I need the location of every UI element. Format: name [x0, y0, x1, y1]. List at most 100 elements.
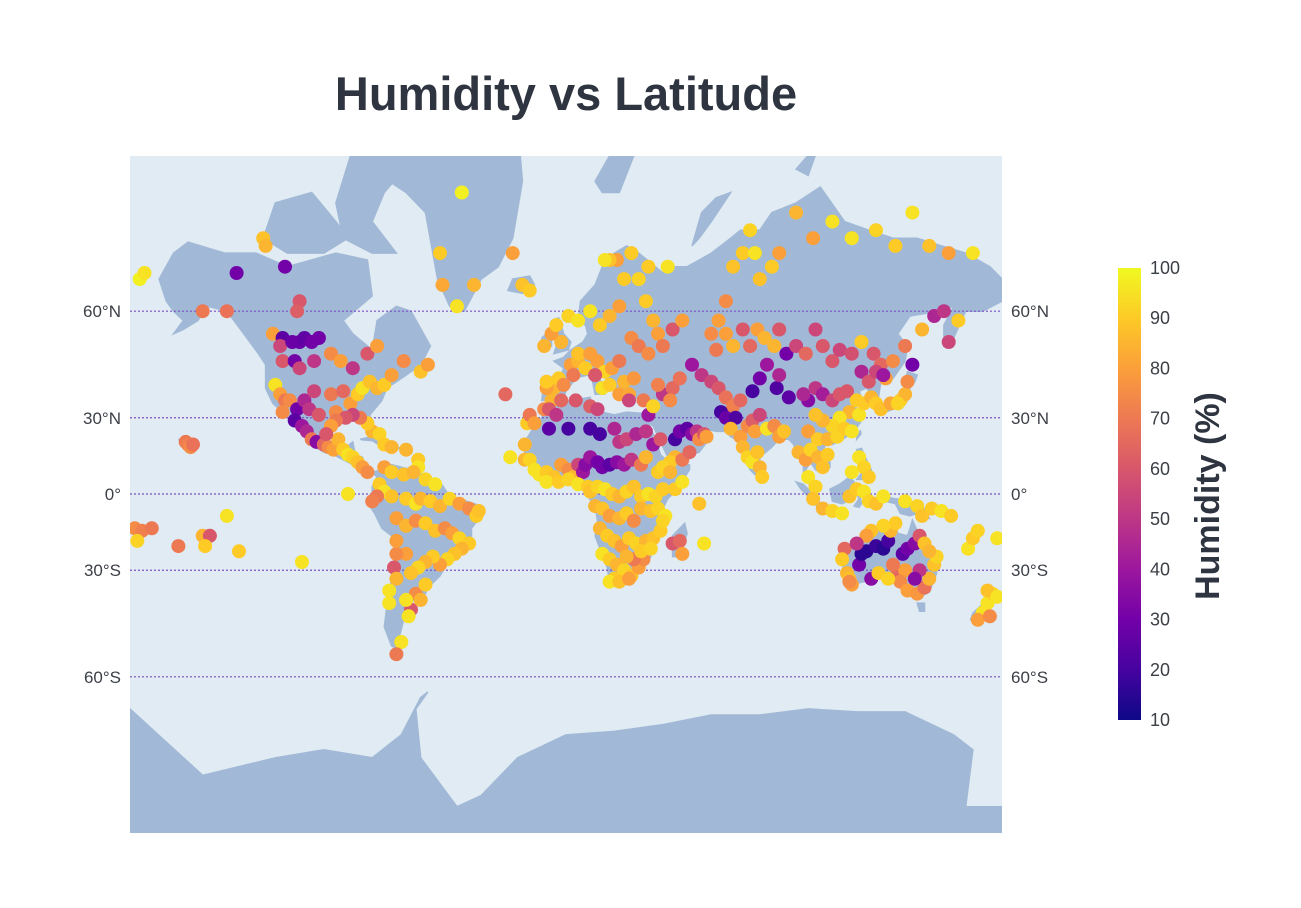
- city-point: [311, 331, 326, 345]
- colorbar-tick-label: 30: [1150, 610, 1170, 630]
- city-point: [503, 450, 518, 465]
- city-point: [195, 304, 210, 319]
- city-point: [735, 246, 750, 261]
- city-point: [384, 368, 399, 383]
- city-point: [747, 246, 762, 261]
- city-point: [372, 427, 387, 442]
- lat-label-left: 30°S: [84, 561, 121, 580]
- city-point: [789, 339, 804, 353]
- city-point: [854, 364, 869, 379]
- city-point: [840, 384, 854, 399]
- city-point: [520, 134, 534, 148]
- city-point: [685, 357, 699, 372]
- city-point: [275, 354, 290, 369]
- colorbar-tick-label: 80: [1150, 358, 1170, 378]
- city-point: [675, 546, 690, 561]
- city-point: [617, 272, 632, 287]
- city-point: [718, 326, 733, 341]
- city-point: [743, 223, 758, 238]
- city-point: [646, 399, 661, 414]
- colorbar-tick-label: 70: [1150, 409, 1170, 429]
- city-point: [592, 427, 607, 442]
- city-point: [665, 322, 680, 337]
- city-point: [345, 361, 360, 376]
- city-point: [428, 477, 443, 492]
- city-point: [842, 574, 857, 589]
- city-point: [539, 474, 554, 489]
- city-point: [278, 259, 292, 274]
- city-point: [384, 440, 399, 455]
- lat-label-right: 0°: [1011, 485, 1027, 504]
- city-point: [542, 421, 556, 436]
- lat-label-left: 60°N: [83, 302, 121, 321]
- city-point: [624, 246, 639, 261]
- chart-title: Humidity vs Latitude: [334, 67, 798, 120]
- city-point: [539, 374, 554, 389]
- city-point: [898, 339, 913, 353]
- city-point: [319, 427, 334, 442]
- city-point: [232, 544, 246, 559]
- city-point: [399, 592, 414, 607]
- city-point: [571, 313, 586, 328]
- city-point: [454, 185, 469, 200]
- city-point: [854, 335, 869, 349]
- city-point: [772, 322, 787, 337]
- city-point: [806, 491, 821, 506]
- city-point: [852, 407, 867, 422]
- colorbar: 10 20 30 40 50 60 70 80 90 100 Humidity (%): [1118, 258, 1227, 730]
- city-point: [808, 479, 823, 494]
- city-point: [273, 339, 288, 353]
- city-point: [665, 381, 680, 396]
- city-point: [602, 574, 617, 589]
- city-point: [631, 339, 646, 353]
- lat-label-right: 30°N: [1011, 409, 1049, 428]
- city-point: [622, 571, 636, 586]
- city-point: [602, 377, 617, 392]
- city-point: [704, 326, 719, 341]
- city-point: [186, 437, 200, 452]
- city-point: [590, 402, 605, 417]
- city-point: [876, 368, 891, 383]
- colorbar-bar: [1118, 268, 1141, 720]
- city-point: [718, 410, 733, 425]
- city-point: [970, 612, 985, 627]
- city-point: [643, 541, 658, 556]
- city-point: [655, 482, 670, 497]
- city-point: [517, 437, 532, 452]
- city-point: [663, 393, 678, 408]
- city-point: [718, 294, 733, 309]
- city-point: [849, 536, 864, 551]
- city-point: [982, 609, 997, 624]
- city-point: [922, 238, 937, 253]
- city-point: [743, 339, 758, 353]
- city-point: [801, 424, 816, 439]
- city-point: [467, 277, 481, 292]
- city-point: [781, 390, 796, 405]
- city-point: [258, 238, 273, 253]
- city-point: [898, 563, 913, 578]
- city-point: [936, 304, 951, 319]
- city-point: [764, 259, 779, 274]
- city-point: [435, 277, 450, 292]
- land-novaya-zemlya: [691, 191, 733, 247]
- city-point: [970, 523, 985, 538]
- land-layer: [130, 156, 1002, 833]
- city-point: [578, 361, 593, 376]
- city-point: [941, 335, 956, 349]
- city-point: [852, 557, 867, 572]
- city-point: [709, 342, 724, 357]
- lat-label-left: 0°: [105, 485, 121, 504]
- city-point: [922, 544, 937, 559]
- city-point: [365, 494, 380, 509]
- city-point: [418, 577, 433, 592]
- city-point: [341, 487, 355, 501]
- city-point: [898, 494, 913, 509]
- city-point: [651, 377, 665, 392]
- city-point: [641, 259, 656, 274]
- city-point: [144, 521, 159, 536]
- city-point: [801, 470, 816, 484]
- city-point: [769, 381, 784, 396]
- city-point: [886, 354, 900, 369]
- city-point: [420, 357, 435, 372]
